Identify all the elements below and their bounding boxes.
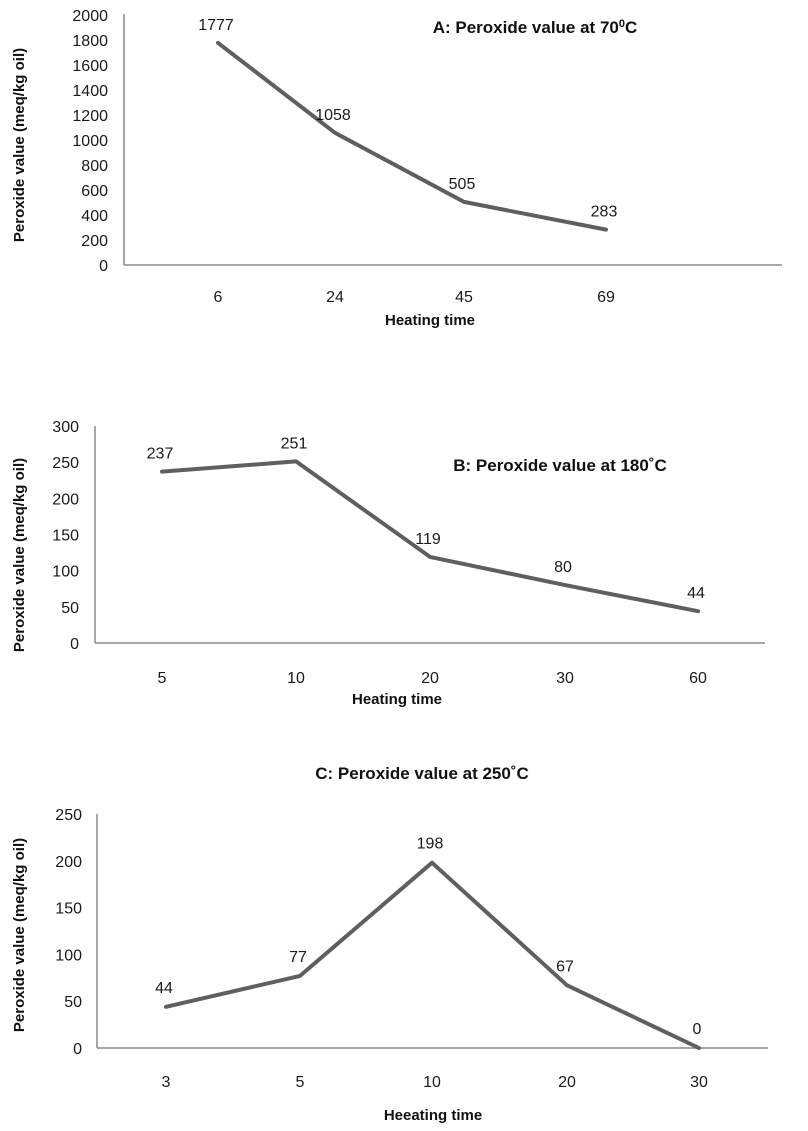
chart-a-title: A: Peroxide value at 700C: [433, 18, 638, 37]
chart-b-xtick-label: 5: [158, 670, 167, 687]
chart-b-data-label: 119: [415, 531, 441, 548]
chart-a: A: Peroxide value at 700C Peroxide value…: [11, 8, 782, 329]
chart-b-xtick-label: 30: [556, 670, 574, 687]
chart-c-ylabel: Peroxide value (meq/kg oil): [11, 838, 28, 1032]
chart-a-data-label: 283: [591, 204, 618, 221]
chart-b-xtick-label: 60: [689, 670, 707, 687]
chart-c-xtick-label: 10: [423, 1074, 441, 1091]
chart-b-ytick-label: 300: [52, 419, 79, 436]
chart-a-ytick-label: 0: [99, 258, 108, 275]
chart-b-data-label: 237: [147, 446, 174, 463]
chart-b-data-label: 80: [554, 559, 572, 576]
chart-a-xtick-label: 6: [214, 289, 223, 306]
chart-b-xtick-label: 10: [287, 670, 305, 687]
chart-c-xtick-label: 30: [690, 1074, 708, 1091]
chart-a-xtick-label: 45: [455, 289, 473, 306]
chart-b-xlabel: Heating time: [352, 691, 442, 708]
chart-c-series-line: [164, 860, 701, 1050]
chart-b-ytick-label: 100: [52, 564, 79, 581]
chart-a-ytick-label: 1200: [72, 108, 108, 125]
chart-c-ytick-label: 50: [64, 994, 82, 1011]
chart-b-data-label: 44: [687, 585, 705, 602]
chart-a-ytick-label: 1800: [72, 33, 108, 50]
chart-b-xtick-label: 20: [421, 670, 439, 687]
chart-b-ytick-label: 50: [61, 600, 79, 617]
chart-a-ytick-label: 400: [81, 208, 108, 225]
chart-a-ytick-label: 1400: [72, 83, 108, 100]
chart-c-data-label: 198: [417, 836, 444, 853]
chart-c-title: C: Peroxide value at 250˚C: [315, 764, 529, 783]
chart-b-ytick-label: 0: [70, 636, 79, 653]
chart-c-xlabel: Heeating time: [384, 1107, 482, 1124]
chart-c-xtick-label: 20: [558, 1074, 576, 1091]
chart-a-xtick-label: 69: [597, 289, 615, 306]
chart-a-ytick-label: 1600: [72, 58, 108, 75]
chart-c-data-label: 67: [556, 958, 574, 975]
chart-b-ytick-label: 150: [52, 528, 79, 545]
chart-a-ylabel: Peroxide value (meq/kg oil): [11, 48, 28, 242]
chart-c-ytick-label: 150: [55, 901, 82, 918]
chart-c: C: Peroxide value at 250˚C Peroxide valu…: [11, 764, 768, 1124]
chart-a-xlabel: Heating time: [385, 312, 475, 329]
chart-b-ylabel: Peroxide value (meq/kg oil): [11, 458, 28, 652]
chart-c-ytick-label: 250: [55, 807, 82, 824]
chart-c-data-label: 44: [155, 980, 173, 997]
chart-c-xtick-label: 5: [296, 1074, 305, 1091]
chart-c-data-label: 0: [693, 1021, 702, 1038]
chart-a-series-line: [216, 40, 608, 232]
chart-b-data-label: 251: [281, 435, 308, 452]
chart-a-data-label: 505: [449, 176, 476, 193]
chart-b-series-line: [160, 459, 700, 614]
chart-b-ytick-label: 200: [52, 491, 79, 508]
chart-a-data-label: 1058: [315, 107, 351, 124]
chart-c-ytick-label: 100: [55, 947, 82, 964]
chart-c-data-label: 77: [289, 949, 307, 966]
chart-b-ytick-label: 250: [52, 455, 79, 472]
chart-a-ytick-label: 2000: [72, 8, 108, 25]
chart-c-ytick-label: 0: [73, 1041, 82, 1058]
chart-a-xtick-label: 24: [326, 289, 344, 306]
chart-a-data-label: 1777: [198, 17, 234, 34]
chart-a-ytick-label: 600: [81, 183, 108, 200]
chart-a-ytick-label: 800: [81, 158, 108, 175]
chart-a-ytick-label: 1000: [72, 133, 108, 150]
chart-a-ytick-label: 200: [81, 233, 108, 250]
chart-b: B: Peroxide value at 180˚C Peroxide valu…: [11, 419, 765, 708]
chart-c-xtick-label: 3: [162, 1074, 171, 1091]
chart-c-ytick-label: 200: [55, 854, 82, 871]
chart-b-title: B: Peroxide value at 180˚C: [453, 456, 667, 475]
